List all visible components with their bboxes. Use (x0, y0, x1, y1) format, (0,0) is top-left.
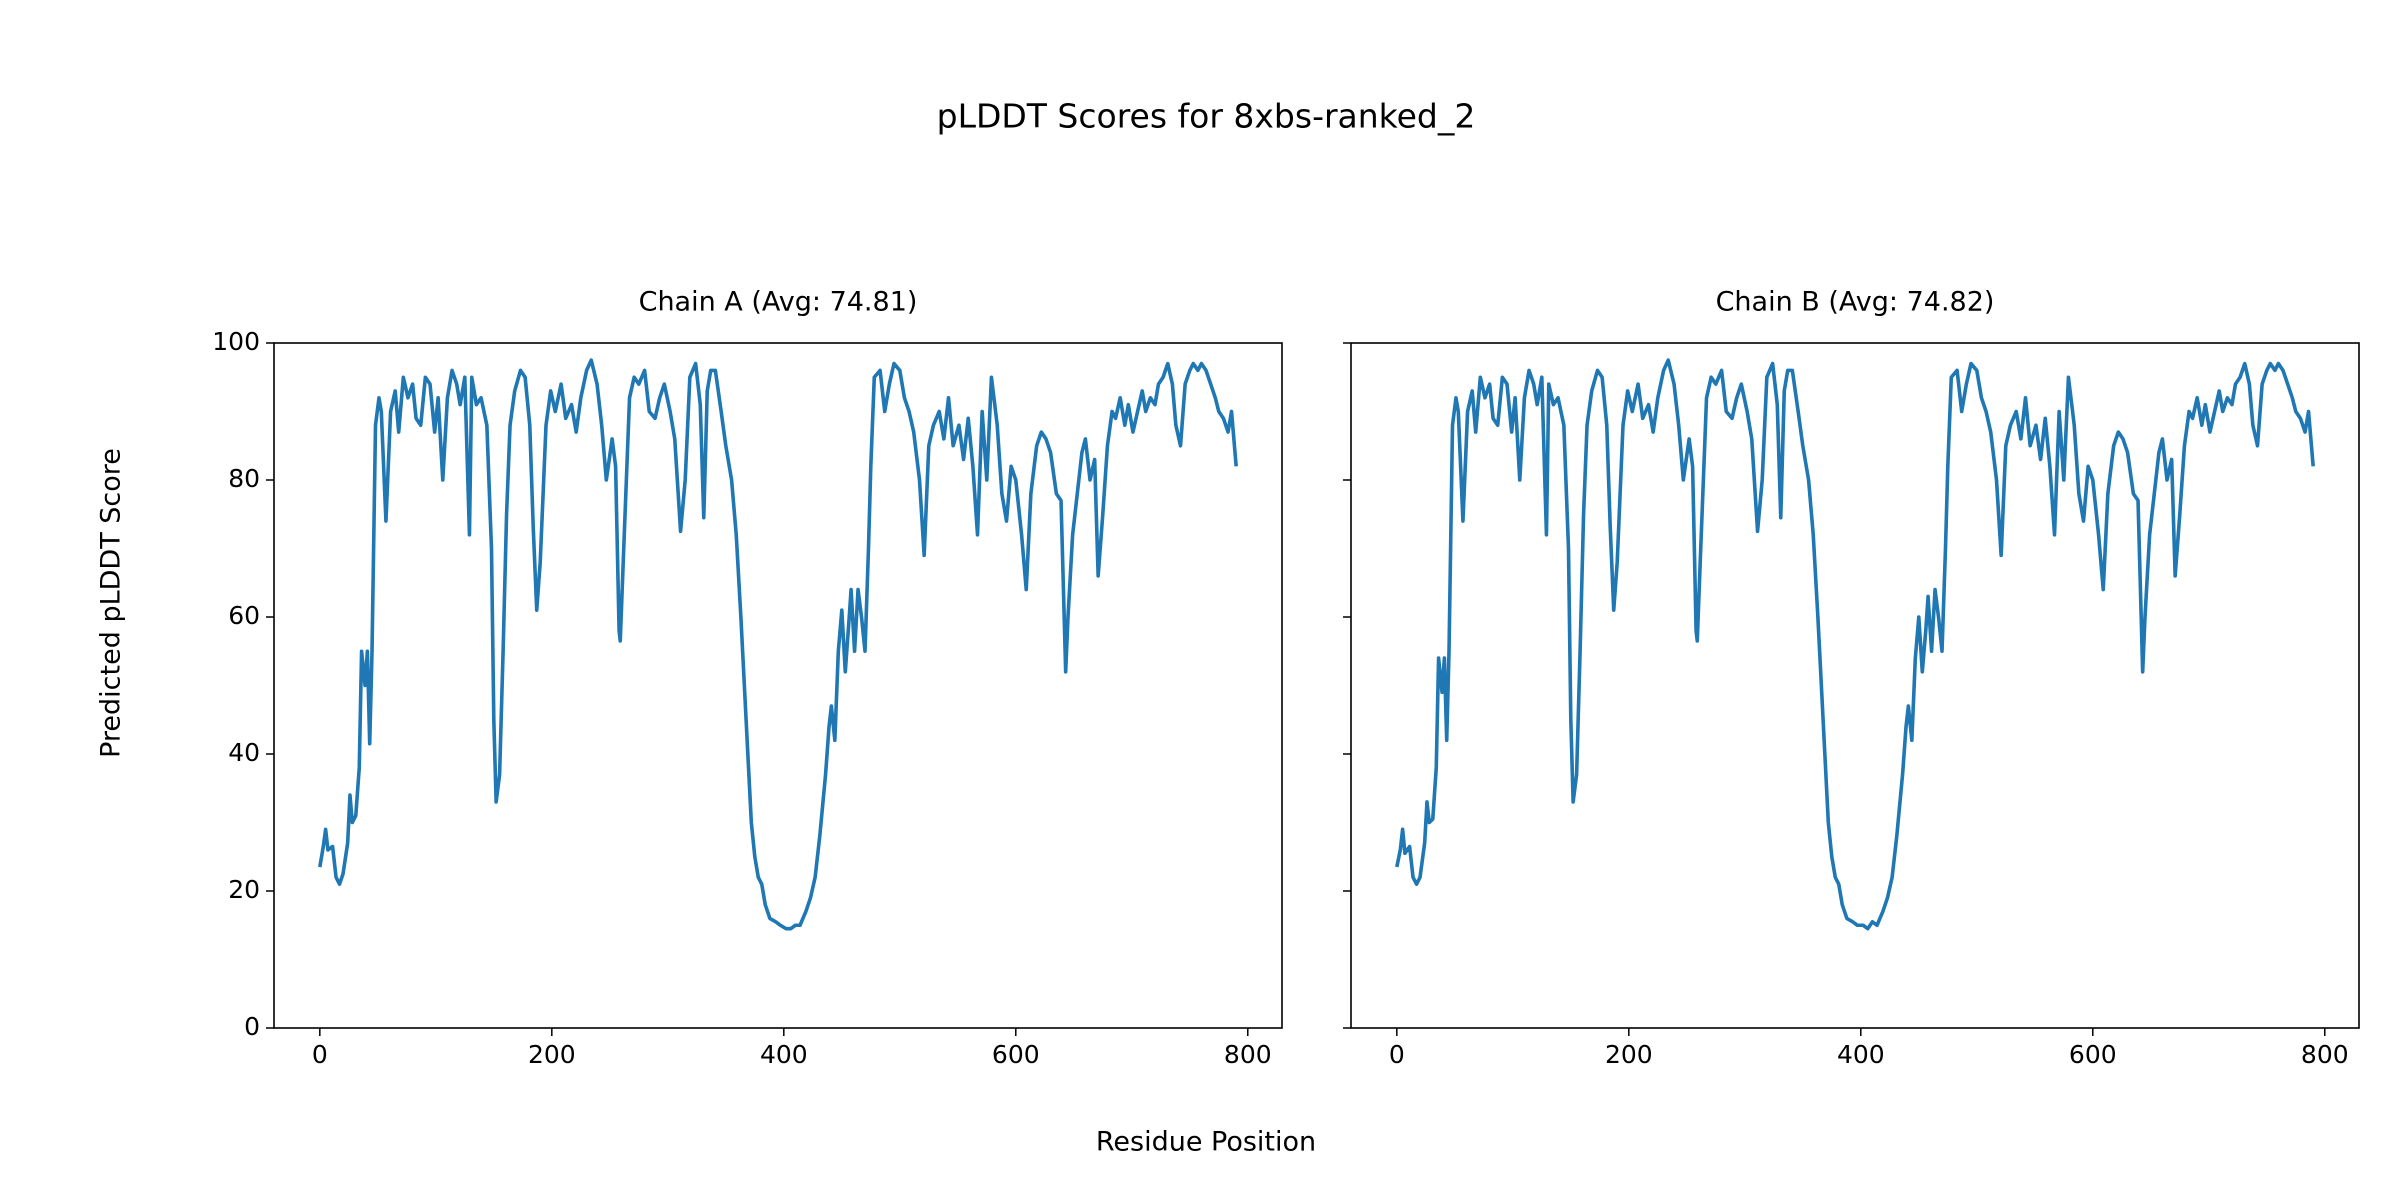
y-tick-label: 100 (212, 327, 260, 356)
x-axis-label: Residue Position (1096, 1127, 1316, 1158)
subplot-title: Chain B (Avg: 74.82) (1716, 287, 1995, 318)
axes-frame (273, 342, 1283, 1029)
x-tick-label: 200 (528, 1040, 576, 1069)
subplot-title: Chain A (Avg: 74.81) (639, 287, 918, 318)
x-tick-label: 800 (1224, 1040, 1272, 1069)
y-tick-label: 40 (228, 738, 260, 767)
x-tick-label: 200 (1605, 1040, 1653, 1069)
x-tick-label: 0 (312, 1040, 328, 1069)
x-tick-label: 400 (1837, 1040, 1885, 1069)
x-tick-label: 0 (1389, 1040, 1405, 1069)
x-tick-label: 800 (2301, 1040, 2349, 1069)
y-tick-label: 80 (228, 464, 260, 493)
data-line (1395, 358, 2315, 931)
y-axis-label: Predicted pLDDT Score (96, 448, 127, 758)
data-line (318, 358, 1238, 931)
x-tick-label: 600 (2069, 1040, 2117, 1069)
x-tick-label: 600 (992, 1040, 1040, 1069)
x-tick-label: 400 (760, 1040, 808, 1069)
figure-title: pLDDT Scores for 8xbs-ranked_2 (937, 97, 1476, 136)
y-tick-label: 20 (228, 875, 260, 904)
axes-frame (1350, 342, 2360, 1029)
y-tick-label: 60 (228, 601, 260, 630)
y-tick-label: 0 (244, 1012, 260, 1041)
